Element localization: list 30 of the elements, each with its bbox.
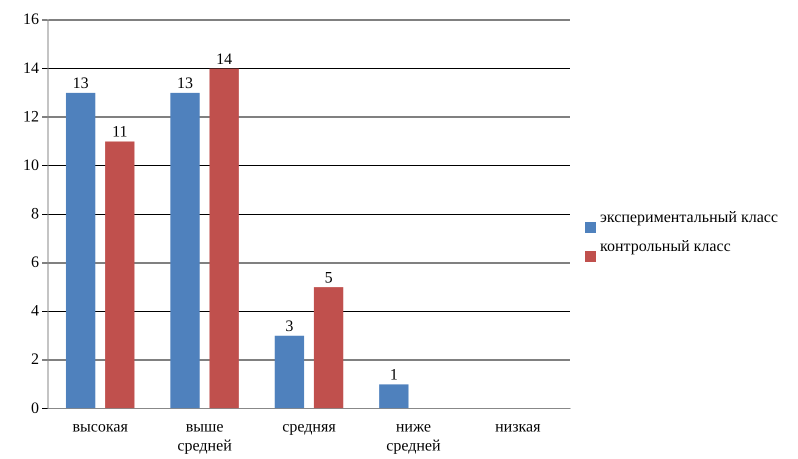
- y-tick-label: 4: [31, 302, 39, 320]
- bar: [209, 68, 239, 408]
- bar: [379, 384, 409, 408]
- x-tick-label: высокая: [72, 418, 129, 436]
- data-label: 14: [216, 50, 232, 68]
- data-label: 13: [72, 75, 89, 92]
- bar: [314, 287, 344, 408]
- bar: [105, 141, 134, 408]
- y-tick-label: 14: [23, 60, 39, 77]
- y-tick-label: 16: [23, 11, 39, 28]
- x-tick-label: выше средней: [177, 418, 232, 455]
- legend-label: контрольный класс: [600, 237, 731, 257]
- data-label: 1: [390, 366, 398, 384]
- y-tick-label: 0: [31, 400, 39, 417]
- legend-label: экспериментальный класс: [600, 208, 778, 228]
- bar: [66, 92, 96, 408]
- x-tick-label: ниже средней: [386, 418, 442, 455]
- x-tick-label: низкая: [495, 418, 542, 436]
- y-tick-label: 10: [23, 156, 39, 174]
- y-tick-label: 12: [23, 108, 39, 126]
- data-label: 5: [324, 269, 333, 286]
- y-tick-label: 6: [31, 254, 39, 272]
- bar: [274, 336, 304, 408]
- data-label: 3: [285, 318, 294, 335]
- y-tick-label: 8: [31, 206, 39, 223]
- data-label: 13: [177, 75, 194, 92]
- data-label: 11: [112, 124, 128, 141]
- bar: [170, 92, 200, 408]
- y-tick-label: 2: [31, 351, 39, 368]
- x-tick-label: средняя: [282, 418, 336, 436]
